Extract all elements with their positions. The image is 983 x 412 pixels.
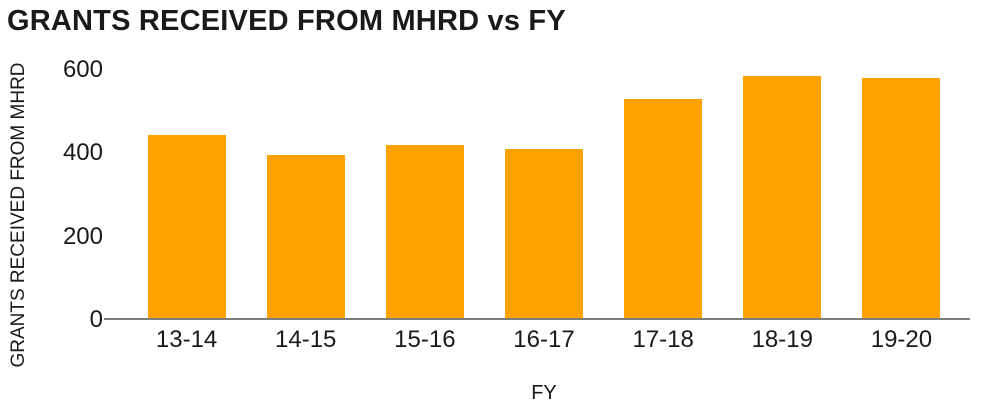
x-tick-label: 17-18 [632,326,694,353]
bar-14-15 [266,155,345,320]
y-tick-label: 0 [89,306,103,333]
bar-15-16 [385,145,464,320]
x-tick-label: 15-16 [394,326,456,353]
x-tick-label: 18-19 [751,326,813,353]
x-tick-label: 14-15 [275,326,337,353]
x-axis-title: FY [531,382,557,404]
x-tick-label: 13-14 [155,326,218,353]
y-tick-label: 200 [62,222,103,250]
bar-18-19 [743,76,822,320]
x-tick-label: 16-17 [513,326,575,353]
x-tick-label: 19-20 [870,326,933,353]
y-axis-title: GRANTS RECEIVED FROM MHRD [8,62,29,368]
bar-13-14 [147,134,226,320]
bar-19-20 [862,78,941,320]
bar-17-18 [624,99,703,320]
y-tick-label: 600 [62,56,103,83]
y-tick-label: 400 [62,139,103,167]
x-axis-line [104,318,970,320]
chart-title: GRANTS RECEIVED FROM MHRD vs FY [7,5,566,37]
bar-16-17 [505,149,583,320]
